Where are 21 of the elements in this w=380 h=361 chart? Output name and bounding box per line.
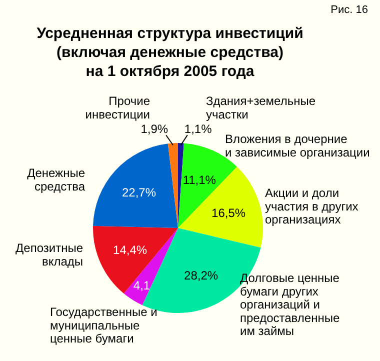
pie-slice [93,144,178,228]
data-label: 16,5% [212,206,246,220]
data-label: 1,9% [140,122,168,136]
pie-slice [168,143,178,228]
slice-label: Вложения в дочерние и зависимые организации [225,132,370,160]
chart-title: Усредненная структура инвестиций (включая денежные средства) на 1 октября 2005 года [36,24,304,81]
data-label: 14,4% [113,242,148,257]
slice-label: Денежные средства [27,166,86,194]
slice-label: Государственные и муниципальные ценные бумаги [50,305,158,346]
pie-slice [178,166,263,248]
pie-slice [93,226,178,294]
data-label: 1,1% [184,122,212,136]
slice-label: Депозитные вклады [16,241,84,268]
data-label: 22,7% [122,186,156,200]
data-label: 4,1 [133,278,150,293]
text: Рис. 16 [330,4,368,16]
data-label: 28,2% [184,268,218,282]
slice-label: Прочие инвестиции [85,94,150,122]
data-label: 11,1% [182,172,216,187]
slice-label: Акции и доли участия в других организациях [265,186,358,227]
slice-label: Здания+земельные участки [206,94,316,122]
